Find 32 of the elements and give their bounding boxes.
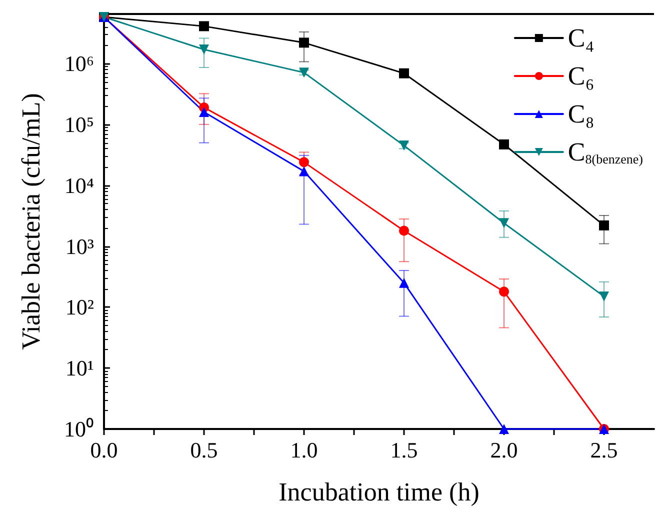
legend-label: C₄ xyxy=(568,24,594,52)
legend-label: C₈ xyxy=(568,100,594,128)
point xyxy=(299,38,309,48)
y-tick-label: 10³ xyxy=(65,234,94,259)
x-tick-label: 1.0 xyxy=(290,438,318,462)
point xyxy=(499,139,509,150)
point xyxy=(399,226,409,236)
legend-label: C₆ xyxy=(568,62,594,90)
x-tick-label: 1.5 xyxy=(390,438,418,462)
point xyxy=(599,291,609,302)
point xyxy=(199,21,209,32)
x-tick-label: 0.5 xyxy=(190,438,218,462)
point xyxy=(299,157,309,168)
y-tick-label: 10¹ xyxy=(65,356,94,381)
y-tick-label: 10⁵ xyxy=(64,112,94,137)
point xyxy=(299,68,309,78)
y-axis-title: Viable bacteria (cfu/mL) xyxy=(16,93,46,350)
point xyxy=(499,286,509,297)
point xyxy=(299,166,309,176)
point xyxy=(199,44,209,54)
point xyxy=(199,107,209,117)
y-tick-label: 10⁶ xyxy=(64,51,94,76)
point xyxy=(499,424,509,434)
y-tick-label: 10⁴ xyxy=(64,172,94,198)
x-tick-label: 2.5 xyxy=(590,438,618,462)
y-tick-label: 10² xyxy=(65,294,94,320)
point xyxy=(499,218,509,228)
x-axis-title: Incubation time (h) xyxy=(278,478,480,506)
point xyxy=(599,220,609,230)
point xyxy=(399,278,409,288)
x-tick-label: 2.0 xyxy=(490,438,518,462)
point xyxy=(399,68,409,78)
